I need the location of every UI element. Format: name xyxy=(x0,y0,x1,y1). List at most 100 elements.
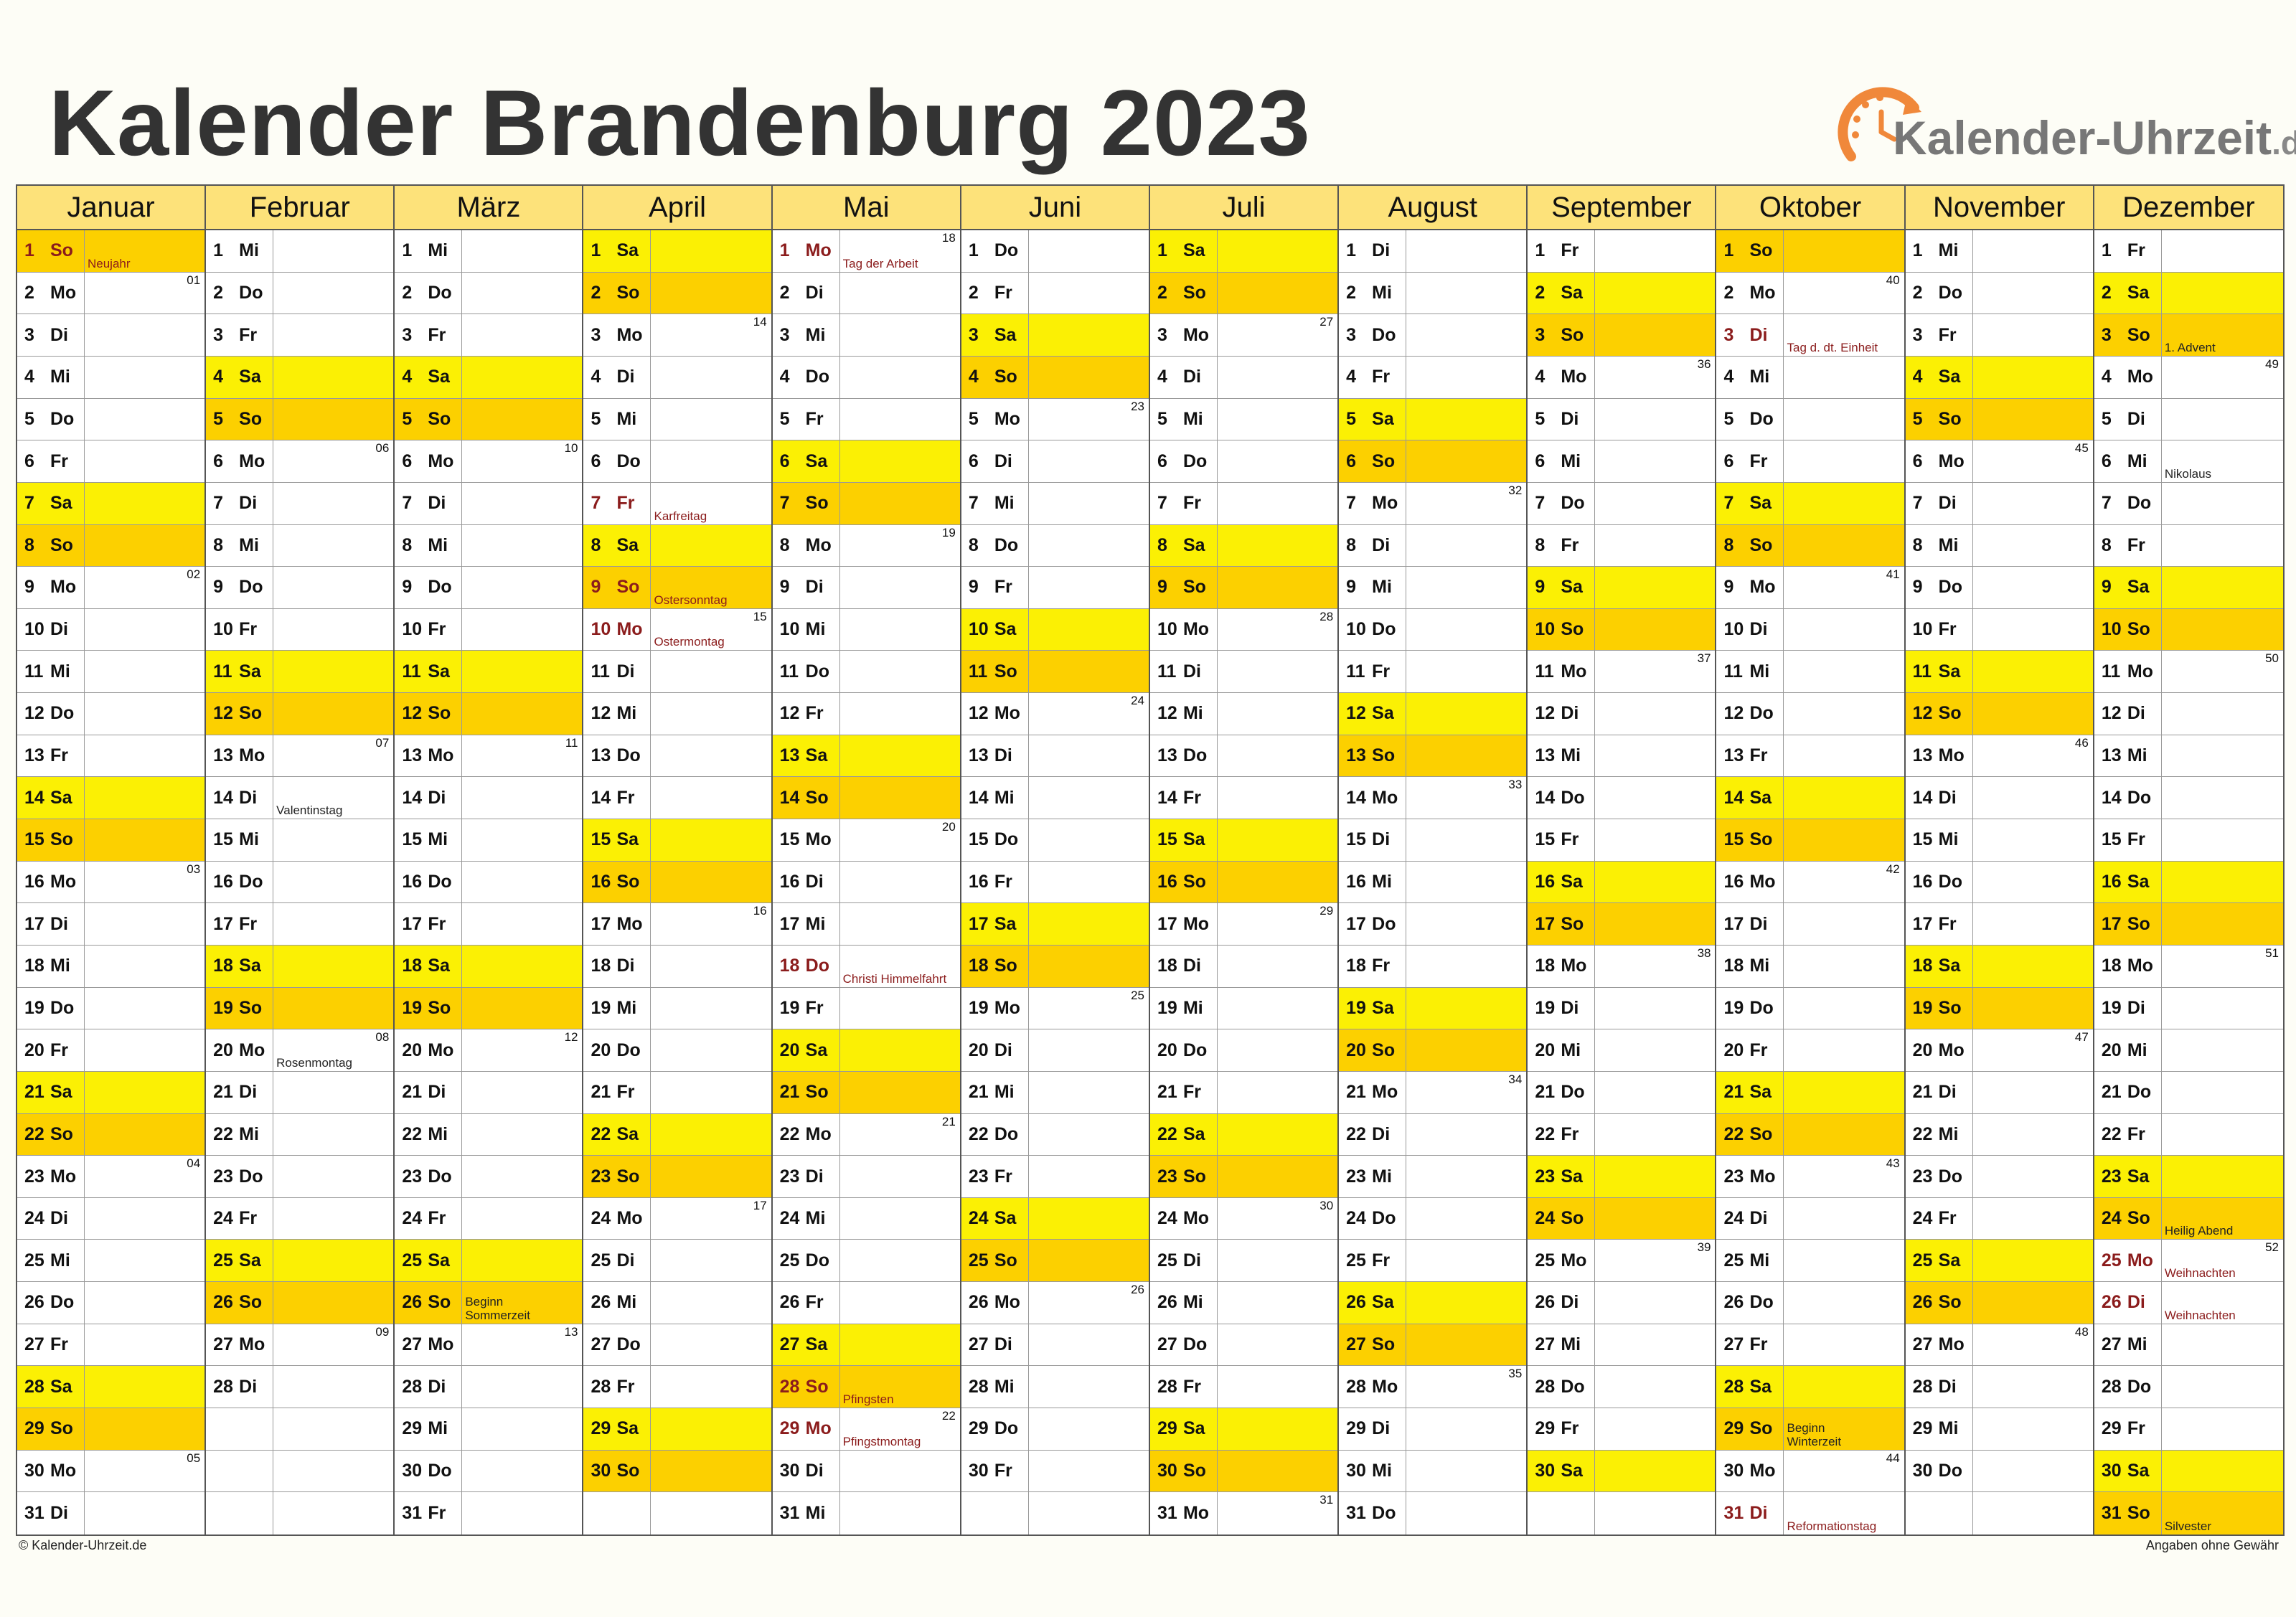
day-note xyxy=(1972,1113,2093,1156)
weekday-label: So xyxy=(994,661,1017,682)
logo[interactable]: Kalender-Uhrzeit.de xyxy=(1837,77,2296,178)
day-cell: 29 Fr xyxy=(1528,1408,1716,1451)
day-number: 13 xyxy=(968,745,989,766)
day-number: 15 xyxy=(1723,829,1744,850)
weekday-label: Sa xyxy=(2127,871,2150,892)
day-cell: 22 Mi xyxy=(206,1113,394,1156)
weekday-label: Sa xyxy=(1938,367,1961,387)
day-note xyxy=(462,608,583,651)
weekday-label: Mi xyxy=(616,997,637,1018)
weekday-label: Mo xyxy=(239,451,265,471)
day-cell: 26 Mi xyxy=(583,1282,771,1324)
day-label: 14 Sa xyxy=(17,777,85,819)
day-label: 4 Sa xyxy=(395,356,463,398)
weekday-label: Do xyxy=(1938,1461,1962,1481)
day-note xyxy=(1784,735,1904,777)
day-note xyxy=(1972,314,2093,356)
day-note xyxy=(1972,1071,2093,1113)
weekday-label: Do xyxy=(428,871,452,892)
day-note: Ostersonntag xyxy=(651,567,771,608)
day-label: 23 Mo xyxy=(17,1156,85,1197)
day-number: 2 xyxy=(591,282,601,303)
day-label: 31 Fr xyxy=(395,1492,463,1534)
day-cell: 28 Fr xyxy=(583,1366,771,1409)
day-note xyxy=(1028,524,1149,567)
weekday-label: Mo xyxy=(1938,451,1965,471)
day-cell: 1 So Neujahr xyxy=(17,230,205,273)
day-note: 51 xyxy=(2161,945,2283,987)
month-column: Mai 1 Mo 18 Tag der Arbeit 2 Di 3 Mi 4 Do 5 Fr 6 Sa 7 So… xyxy=(772,186,961,1534)
day-note xyxy=(85,356,205,398)
day-cell: 6 Mi Nikolaus xyxy=(2094,440,2283,483)
weekday-label: Mi xyxy=(1182,408,1203,429)
day-number: 28 xyxy=(1157,1376,1177,1397)
day-note xyxy=(1028,1197,1149,1240)
day-label: 30 Fr xyxy=(961,1450,1029,1492)
day-number: 22 xyxy=(1912,1123,1933,1144)
day-label: 17 Di xyxy=(17,903,85,945)
weekday-label: Sa xyxy=(428,661,450,682)
day-label: 2 Fr xyxy=(961,272,1029,314)
day-note xyxy=(1595,567,1716,608)
day-number: 24 xyxy=(779,1208,800,1229)
day-cell: 20 Fr xyxy=(1716,1029,1904,1072)
day-note xyxy=(85,903,205,945)
day-cell: 31 Fr xyxy=(395,1492,583,1534)
day-number: 7 xyxy=(2101,493,2112,514)
week-number: 27 xyxy=(1319,315,1334,329)
day-cell: 2 Do xyxy=(395,272,583,315)
weekday-label: Fr xyxy=(1372,956,1391,976)
day-label: 28 So xyxy=(772,1366,840,1408)
empty-cell xyxy=(1905,1492,1973,1534)
weekday-label: Do xyxy=(994,1123,1019,1144)
day-note xyxy=(1028,1366,1149,1408)
day-label: 16 Do xyxy=(1905,861,1973,903)
day-number: 20 xyxy=(591,1040,611,1060)
week-number: 09 xyxy=(375,1324,390,1339)
day-cell: 30 Mo 05 xyxy=(17,1450,205,1493)
day-label: 8 Do xyxy=(961,524,1029,567)
day-number: 20 xyxy=(779,1040,800,1060)
day-cell: 4 Mi xyxy=(17,356,205,399)
day-label: 5 Do xyxy=(17,398,85,440)
weekday-label: Mi xyxy=(50,661,70,682)
day-label: 17 Sa xyxy=(961,903,1029,945)
day-number: 29 xyxy=(24,1418,44,1439)
day-label: 8 Di xyxy=(1339,524,1407,567)
day-label: 19 Mi xyxy=(583,987,651,1029)
weekday-label: Do xyxy=(1561,1082,1585,1103)
day-cell: 13 So xyxy=(1339,735,1527,778)
day-label: 5 Do xyxy=(1716,398,1784,440)
day-cell: 2 Sa xyxy=(2094,272,2283,315)
day-label: 20 Mo xyxy=(1905,1029,1973,1071)
weekday-label: Do xyxy=(2127,493,2152,514)
day-cell: 14 Di Valentinstag xyxy=(206,777,394,820)
day-label: 21 Di xyxy=(1905,1071,1973,1113)
weekday-label: Mo xyxy=(616,913,643,934)
day-cell: 27 Mo 09 xyxy=(206,1324,394,1367)
day-label: 22 Mi xyxy=(1905,1113,1973,1156)
day-label: 2 Sa xyxy=(1528,272,1596,314)
week-number: 13 xyxy=(564,1324,578,1339)
day-label: 1 Sa xyxy=(1149,230,1218,272)
week-number: 32 xyxy=(1508,483,1523,497)
weekday-label: Fr xyxy=(50,1040,68,1060)
weekday-label: Fr xyxy=(2127,1123,2145,1144)
day-number: 7 xyxy=(1346,493,1357,514)
day-cell: 8 Mi xyxy=(206,524,394,567)
weekday-label: Do xyxy=(1182,1334,1208,1355)
day-label: 30 Sa xyxy=(1528,1450,1596,1492)
day-number: 15 xyxy=(1346,829,1366,850)
day-number: 14 xyxy=(2101,787,2122,808)
day-cell: 27 Fr xyxy=(1716,1324,1904,1367)
day-cell: 10 Sa xyxy=(961,608,1149,651)
day-cell: 24 Mo 30 xyxy=(1149,1197,1338,1240)
day-number: 21 xyxy=(1912,1082,1933,1103)
weekday-label: So xyxy=(616,282,640,303)
day-note xyxy=(1972,608,2093,651)
day-cell: 23 Fr xyxy=(961,1156,1149,1198)
weekday-label: Do xyxy=(805,367,829,387)
day-number: 26 xyxy=(1535,1292,1556,1313)
day-label: 28 Sa xyxy=(1716,1366,1784,1408)
day-number: 25 xyxy=(968,1250,989,1270)
